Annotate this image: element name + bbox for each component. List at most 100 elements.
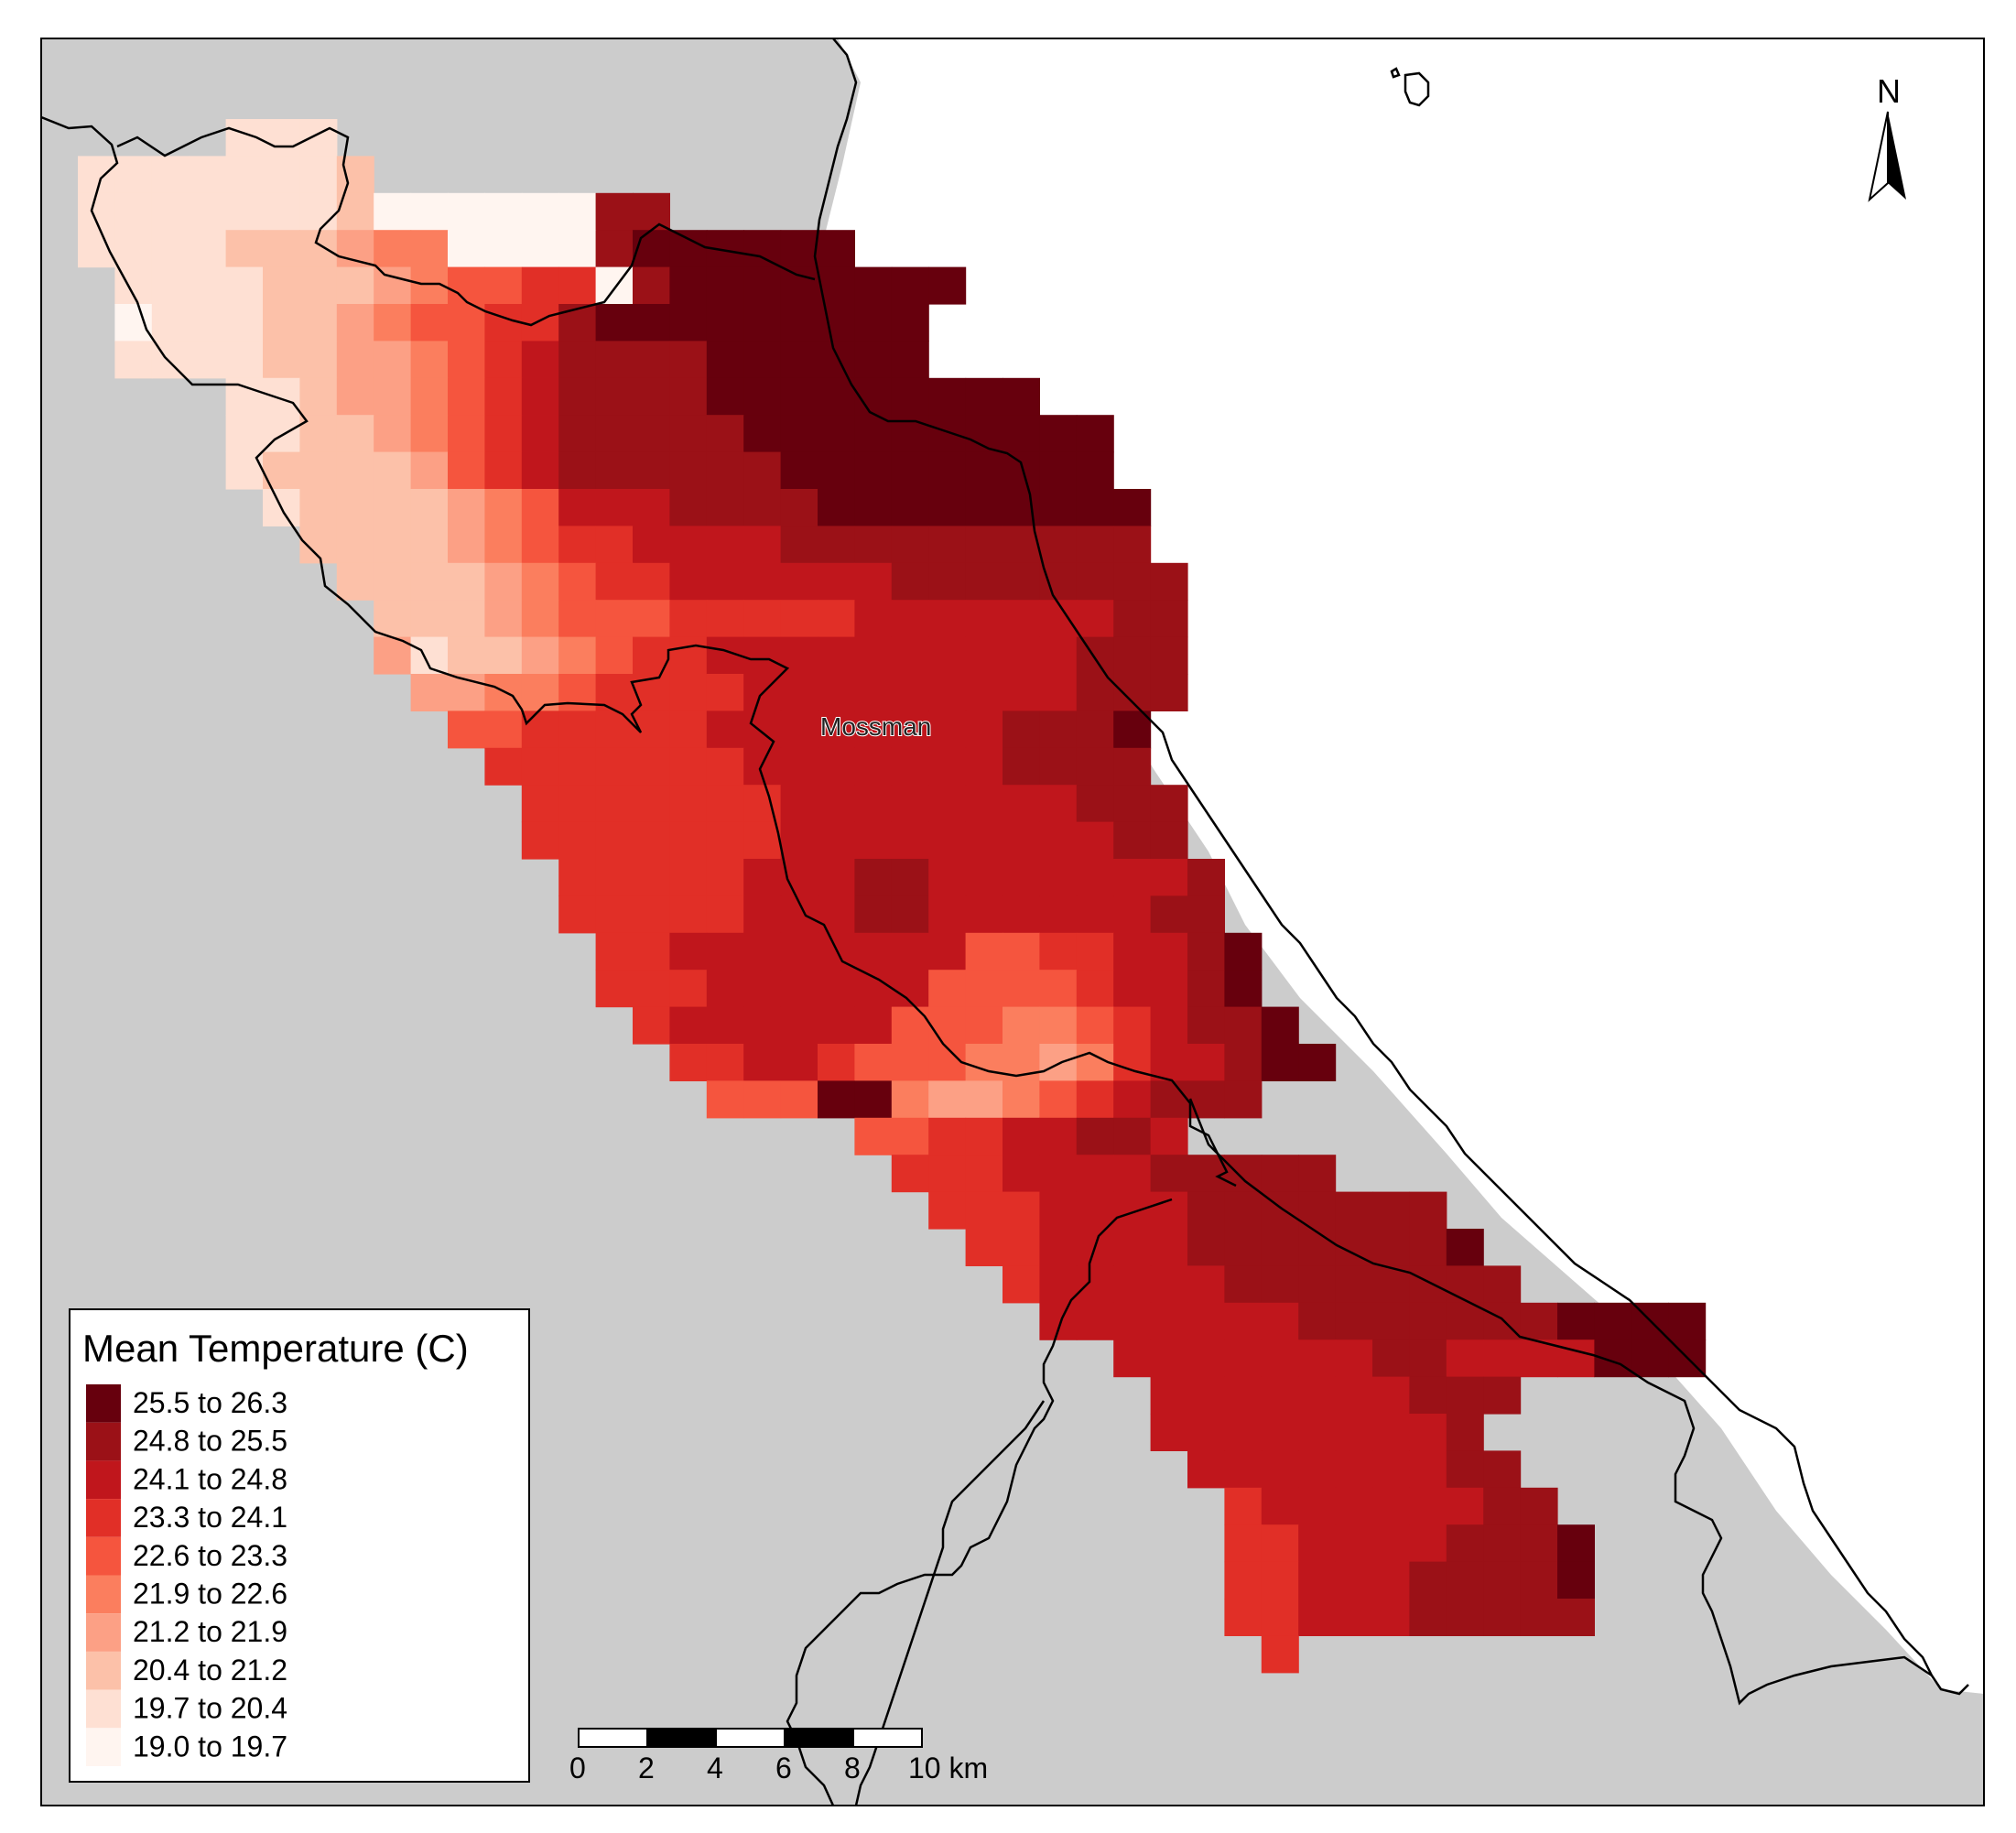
raster-cell — [1483, 1450, 1522, 1489]
raster-cell — [1150, 1155, 1188, 1193]
raster-cell — [928, 266, 967, 305]
raster-cell — [854, 821, 893, 860]
raster-cell — [374, 304, 412, 342]
raster-cell — [1372, 1450, 1410, 1489]
raster-cell — [818, 895, 855, 934]
scale-tick-8: 8 — [844, 1752, 861, 1784]
raster-cell — [818, 785, 855, 823]
raster-cell — [706, 377, 744, 416]
raster-cell — [448, 489, 485, 526]
legend-swatch — [86, 1651, 121, 1690]
raster-cell — [780, 526, 818, 564]
raster-cell — [1150, 1265, 1188, 1304]
raster-cell — [1409, 1524, 1447, 1563]
raster-cell — [336, 562, 374, 601]
raster-cell — [633, 489, 670, 526]
raster-cell — [595, 526, 634, 564]
raster-cell — [1076, 636, 1114, 675]
raster-cell — [743, 266, 782, 305]
scale-tick-4: 4 — [707, 1752, 723, 1784]
raster-cell — [965, 710, 1003, 749]
raster-cell — [189, 192, 227, 231]
raster-cell — [595, 600, 634, 638]
raster-cell — [410, 489, 449, 526]
raster-cell — [558, 192, 597, 231]
raster-cell — [743, 1044, 782, 1081]
raster-cell — [743, 1080, 782, 1119]
raster-cell — [633, 747, 670, 786]
raster-cell — [706, 600, 744, 638]
raster-cell — [1150, 970, 1188, 1008]
raster-cell — [225, 304, 264, 342]
raster-cell — [1446, 1340, 1484, 1378]
raster-cell — [928, 1117, 967, 1155]
raster-cell — [1261, 1524, 1299, 1563]
raster-cell — [965, 451, 1003, 490]
raster-cell — [854, 895, 893, 934]
raster-cell — [1224, 1340, 1263, 1378]
scale-tick-0: 0 — [569, 1752, 586, 1784]
raster-cell — [1039, 1265, 1078, 1304]
raster-cell — [669, 636, 708, 675]
raster-cell — [669, 785, 708, 823]
raster-cell — [1150, 1191, 1188, 1230]
raster-cell — [1150, 821, 1188, 860]
raster-cell — [928, 970, 967, 1008]
raster-cell — [484, 710, 523, 749]
raster-cell — [1187, 1302, 1225, 1340]
raster-cell — [1076, 674, 1114, 711]
raster-cell — [891, 636, 929, 675]
raster-cell — [1076, 526, 1114, 564]
raster-cell — [854, 1117, 893, 1155]
raster-cell — [891, 600, 929, 638]
raster-cell — [225, 230, 264, 268]
legend-title: Mean Temperature (C) — [82, 1327, 469, 1370]
raster-cell — [1298, 1229, 1337, 1266]
raster-cell — [1076, 1155, 1114, 1193]
raster-cell — [928, 674, 967, 711]
raster-cell — [669, 932, 708, 971]
raster-cell — [1187, 895, 1225, 934]
raster-cell — [928, 377, 967, 416]
raster-cell — [448, 710, 485, 749]
raster-cell — [521, 230, 559, 268]
raster-cell — [521, 341, 559, 379]
raster-cell — [965, 1229, 1003, 1266]
raster-cell — [595, 451, 634, 490]
north-arrow: N — [1868, 72, 1906, 202]
raster-cell — [374, 377, 412, 416]
raster-cell — [225, 192, 264, 231]
raster-cell — [1113, 932, 1152, 971]
raster-cell — [1039, 932, 1078, 971]
raster-cell — [1224, 1599, 1263, 1636]
raster-cell — [743, 341, 782, 379]
raster-cell — [114, 341, 153, 379]
raster-cell — [1520, 1302, 1558, 1340]
raster-cell — [1076, 821, 1114, 860]
raster-cell — [484, 674, 523, 711]
raster-cell — [484, 636, 523, 675]
raster-cell — [1409, 1487, 1447, 1525]
raster-cell — [706, 451, 744, 490]
raster-cell — [633, 266, 670, 305]
raster-cell — [706, 747, 744, 786]
raster-cell — [374, 526, 412, 564]
raster-cell — [558, 526, 597, 564]
raster-cell — [706, 859, 744, 896]
raster-cell — [818, 600, 855, 638]
raster-cell — [1003, 932, 1040, 971]
raster-cell — [448, 526, 485, 564]
raster-cell — [1003, 1265, 1040, 1304]
raster-cell — [484, 526, 523, 564]
raster-cell — [595, 747, 634, 786]
raster-cell — [965, 489, 1003, 526]
small-island-outline — [1390, 67, 1401, 79]
raster-cell — [1520, 1561, 1558, 1600]
raster-cell — [1224, 932, 1263, 971]
raster-cell — [780, 600, 818, 638]
raster-cell — [1372, 1376, 1410, 1415]
raster-cell — [818, 821, 855, 860]
raster-cell — [891, 932, 929, 971]
raster-cell — [1224, 1561, 1263, 1600]
raster-cell — [780, 415, 818, 453]
